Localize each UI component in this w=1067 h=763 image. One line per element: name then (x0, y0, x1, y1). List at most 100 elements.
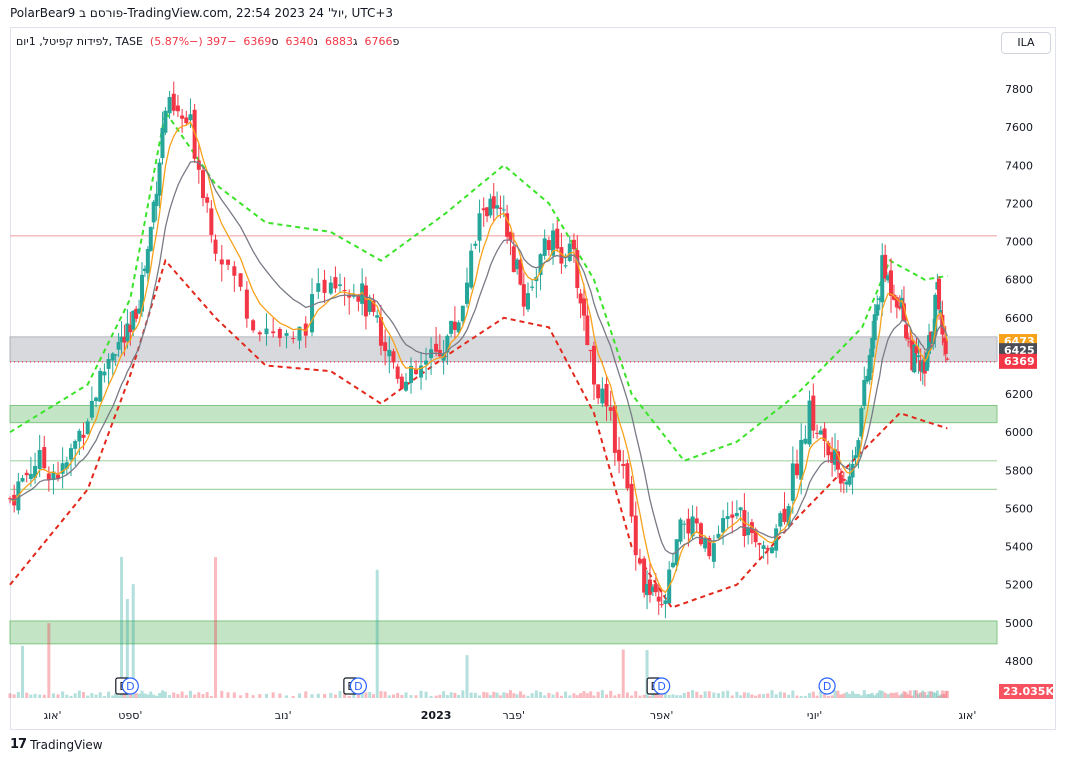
volume-bar (146, 694, 150, 698)
candle-body (625, 463, 630, 489)
candle-body (37, 450, 42, 469)
candle-body (830, 451, 835, 463)
candle-body (387, 349, 392, 357)
candle-body (106, 359, 111, 369)
volume-bar (134, 692, 138, 698)
candle-body (937, 278, 942, 310)
volume-bar (492, 691, 496, 698)
volume-bar (596, 691, 600, 698)
volume-bar (735, 691, 739, 698)
candle-body (916, 355, 921, 358)
candle-body (931, 331, 936, 345)
candle-body (761, 545, 766, 549)
volume-bar (663, 692, 667, 698)
volume-bar (645, 650, 649, 698)
candle-body (98, 370, 103, 402)
candle-body (257, 332, 262, 335)
y-tick-label: 5200 (1005, 579, 1033, 592)
brand-name[interactable]: TradingView (30, 737, 103, 752)
candle-body (488, 198, 493, 216)
candle-body (33, 465, 38, 478)
candle-body (188, 114, 193, 121)
candle-body (933, 294, 938, 335)
volume-bar (400, 695, 404, 698)
candle-body (151, 201, 156, 223)
candle-body (891, 294, 896, 300)
candle-body (481, 208, 486, 211)
volume-bar (621, 649, 625, 698)
volume-bar (823, 693, 827, 698)
ema-fast-line (9, 121, 949, 594)
volume-bar (625, 692, 629, 698)
volume-bar (559, 695, 563, 698)
volume-bar (730, 695, 734, 698)
volume-bar (120, 556, 124, 698)
volume-bar (396, 693, 400, 698)
chart-frame (10, 27, 1056, 730)
candle-body (571, 239, 576, 250)
candle-body (922, 360, 927, 374)
volume-bar (551, 694, 555, 698)
candle-body (588, 349, 593, 352)
candle-body (875, 304, 880, 316)
volume-bar (515, 694, 519, 698)
y-tick-label: 6000 (1005, 426, 1033, 439)
legend-high-label: ג (352, 35, 358, 48)
candle-body (659, 604, 664, 606)
candle-body (815, 432, 820, 434)
candle-body (897, 306, 902, 309)
currency-button[interactable]: ILA (1001, 32, 1051, 54)
candle-body (142, 268, 147, 272)
volume-bar (900, 693, 904, 698)
y-tick-label: 6600 (1005, 312, 1033, 325)
volume-bar (937, 695, 941, 698)
volume-bar (434, 695, 438, 698)
dividend-marker-label: D (126, 680, 134, 693)
candle-body (546, 240, 551, 250)
candle-body (338, 284, 343, 286)
volume-bar (868, 693, 872, 698)
candle-body (899, 297, 904, 308)
candle-body (469, 250, 474, 288)
candle-body (363, 285, 368, 317)
volume-bar (912, 690, 916, 698)
candle-body (291, 338, 296, 340)
volume-bar (333, 694, 337, 698)
volume-bar (830, 695, 834, 698)
candle-body (116, 342, 121, 350)
candle-body (826, 442, 831, 456)
candle-body (914, 346, 919, 354)
volume-bar (695, 691, 699, 698)
volume-bar (111, 695, 115, 698)
candle-body (938, 309, 943, 315)
volume-bar (445, 695, 449, 698)
volume-bar (833, 690, 837, 698)
volume-bar (803, 695, 807, 698)
volume-bar (638, 695, 642, 698)
volume-bar (125, 598, 129, 698)
candle-body (738, 507, 743, 511)
candle-body (399, 376, 404, 389)
candle-body (145, 248, 150, 274)
volume-bar (518, 691, 522, 698)
candle-body (137, 308, 142, 314)
candle-body (491, 196, 496, 209)
volume-bar (826, 695, 830, 698)
candle-body (653, 584, 658, 593)
candle-body (434, 343, 439, 352)
candle-body (409, 365, 414, 383)
candle-body (844, 481, 849, 485)
volume-bar (642, 694, 646, 698)
volume-bar (613, 695, 617, 698)
volume-bar (691, 690, 695, 698)
volume-bar (686, 691, 690, 698)
volume-bar (878, 690, 882, 698)
volume-bar (819, 690, 823, 698)
candle-body (886, 275, 891, 281)
candle-body (477, 213, 482, 241)
candle-body (877, 298, 882, 301)
volume-bar (707, 691, 711, 698)
volume-bar (360, 691, 364, 698)
candle-body (596, 384, 601, 399)
